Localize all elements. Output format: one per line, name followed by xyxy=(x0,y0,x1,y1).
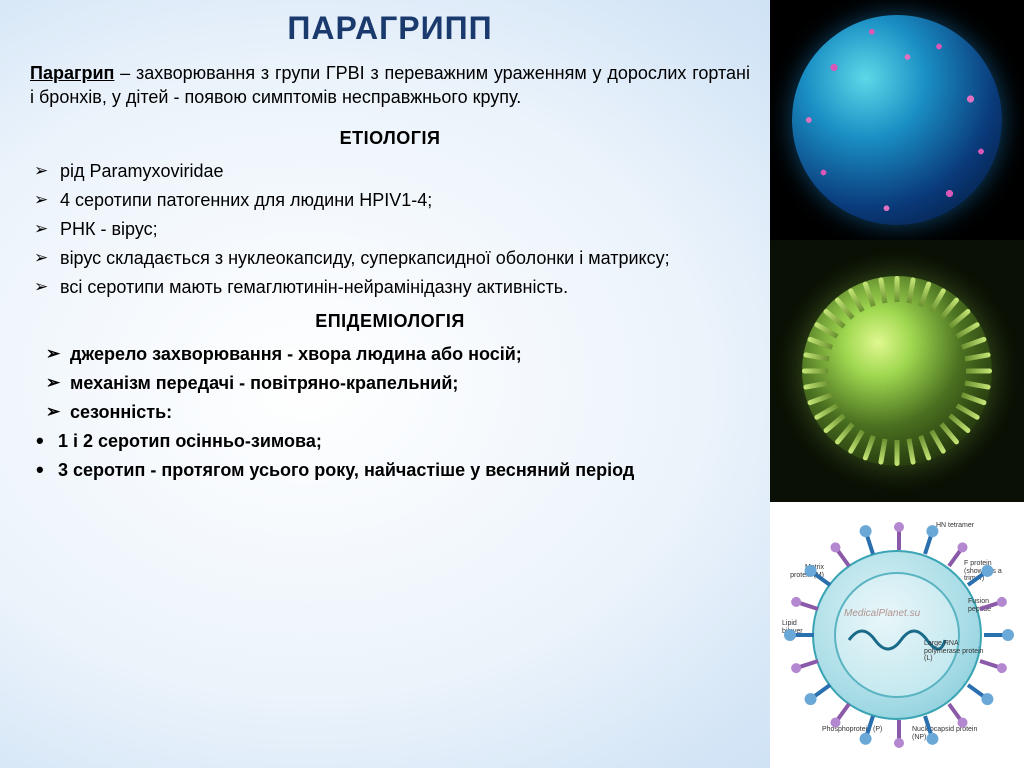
virus-spike xyxy=(813,321,838,338)
definition-body: – захворювання з групи ГРВІ з переважним… xyxy=(30,63,750,107)
virus-spike xyxy=(862,281,876,307)
virus-spike xyxy=(834,297,855,320)
definition-term: Парагрип xyxy=(30,63,114,83)
virus-image-green xyxy=(770,240,1024,502)
diagram-label-nucleo: Nucleocapsid protein (NP) xyxy=(912,726,982,741)
etiology-list: рід Paramyxoviridae 4 серотипи патогенни… xyxy=(30,159,750,301)
virus-spike xyxy=(929,287,946,312)
list-item: сезонність: xyxy=(34,400,750,425)
virus-spike xyxy=(802,369,828,374)
epidemiology-header: ЕПІДЕМІОЛОГІЯ xyxy=(30,311,750,332)
virus-spike xyxy=(939,422,960,445)
virus-blue-sphere xyxy=(792,15,1002,225)
diagram-label-hn: HN tetramer xyxy=(936,522,974,530)
virus-spike xyxy=(847,287,864,312)
virus-spike xyxy=(965,381,991,390)
list-item: рід Paramyxoviridae xyxy=(34,159,750,184)
slide-title: ПАРАГРИПП xyxy=(30,10,750,47)
virus-spike xyxy=(918,435,932,461)
virus-spike xyxy=(807,392,833,406)
diagram-hn-protein xyxy=(794,633,814,637)
list-item: 1 і 2 серотип осінньо-зимова; xyxy=(34,429,750,454)
list-item: всі серотипи мають гемаглютинін-нейрамін… xyxy=(34,275,750,300)
virus-spike xyxy=(956,403,981,420)
virus-spike xyxy=(966,369,992,374)
virus-spike xyxy=(862,435,876,461)
list-item: РНК - вірус; xyxy=(34,217,750,242)
virus-spike xyxy=(803,352,829,361)
virus-spike xyxy=(929,430,946,455)
virus-spike xyxy=(948,308,971,329)
virus-spike xyxy=(907,277,916,303)
virus-spike xyxy=(803,381,829,390)
virus-spike xyxy=(965,352,991,361)
virus-spike xyxy=(956,321,981,338)
virus-spike xyxy=(813,403,838,420)
virus-spike xyxy=(878,277,887,303)
definition-paragraph: Парагрип – захворювання з групи ГРВІ з п… xyxy=(30,61,750,110)
diagram-hn-protein xyxy=(813,683,832,698)
list-item: вірус складається з нуклеокапсиду, супер… xyxy=(34,246,750,271)
diagram-f-protein xyxy=(799,659,819,669)
diagram-f-protein xyxy=(947,703,962,722)
virus-spike xyxy=(961,336,987,350)
diagram-hn-protein xyxy=(865,535,875,555)
list-item: 3 серотип - протягом усього року, найчас… xyxy=(34,458,750,483)
virus-spike xyxy=(878,439,887,465)
epidemiology-arrow-list: джерело захворювання - хвора людина або … xyxy=(30,342,750,426)
diagram-f-protein xyxy=(836,549,851,568)
diagram-f-protein xyxy=(836,703,851,722)
image-column: MedicalPlanet.su HN tetramer Matrix prot… xyxy=(770,0,1024,768)
virus-spike xyxy=(948,413,971,434)
virus-diagram: MedicalPlanet.su HN tetramer Matrix prot… xyxy=(782,520,1012,750)
virus-spike xyxy=(907,439,916,465)
virus-green-sphere xyxy=(802,276,992,466)
virus-spike xyxy=(895,440,900,466)
virus-spike xyxy=(823,308,846,329)
diagram-watermark: MedicalPlanet.su xyxy=(844,608,920,619)
diagram-f-protein xyxy=(897,530,901,550)
diagram-f-protein xyxy=(897,720,901,740)
diagram-f-protein xyxy=(947,549,962,568)
diagram-hn-protein xyxy=(984,633,1004,637)
virus-spike xyxy=(834,422,855,445)
virus-spike xyxy=(847,430,864,455)
diagram-f-protein xyxy=(799,601,819,611)
virus-spike xyxy=(961,392,987,406)
diagram-hn-protein xyxy=(923,535,933,555)
virus-spike xyxy=(918,281,932,307)
list-item: 4 серотипи патогенних для людини HPIV1-4… xyxy=(34,188,750,213)
diagram-hn-protein xyxy=(967,683,986,698)
epidemiology-dot-list: 1 і 2 серотип осінньо-зимова; 3 серотип … xyxy=(30,429,750,483)
virus-diagram-image: MedicalPlanet.su HN tetramer Matrix prot… xyxy=(770,502,1024,768)
virus-spike xyxy=(895,276,900,302)
list-item: джерело захворювання - хвора людина або … xyxy=(34,342,750,367)
text-content-area: ПАРАГРИПП Парагрип – захворювання з груп… xyxy=(0,0,770,507)
virus-image-blue xyxy=(770,0,1024,240)
virus-spike xyxy=(807,336,833,350)
etiology-header: ЕТІОЛОГІЯ xyxy=(30,128,750,149)
list-item: механізм передачі - повітряно-крапельний… xyxy=(34,371,750,396)
